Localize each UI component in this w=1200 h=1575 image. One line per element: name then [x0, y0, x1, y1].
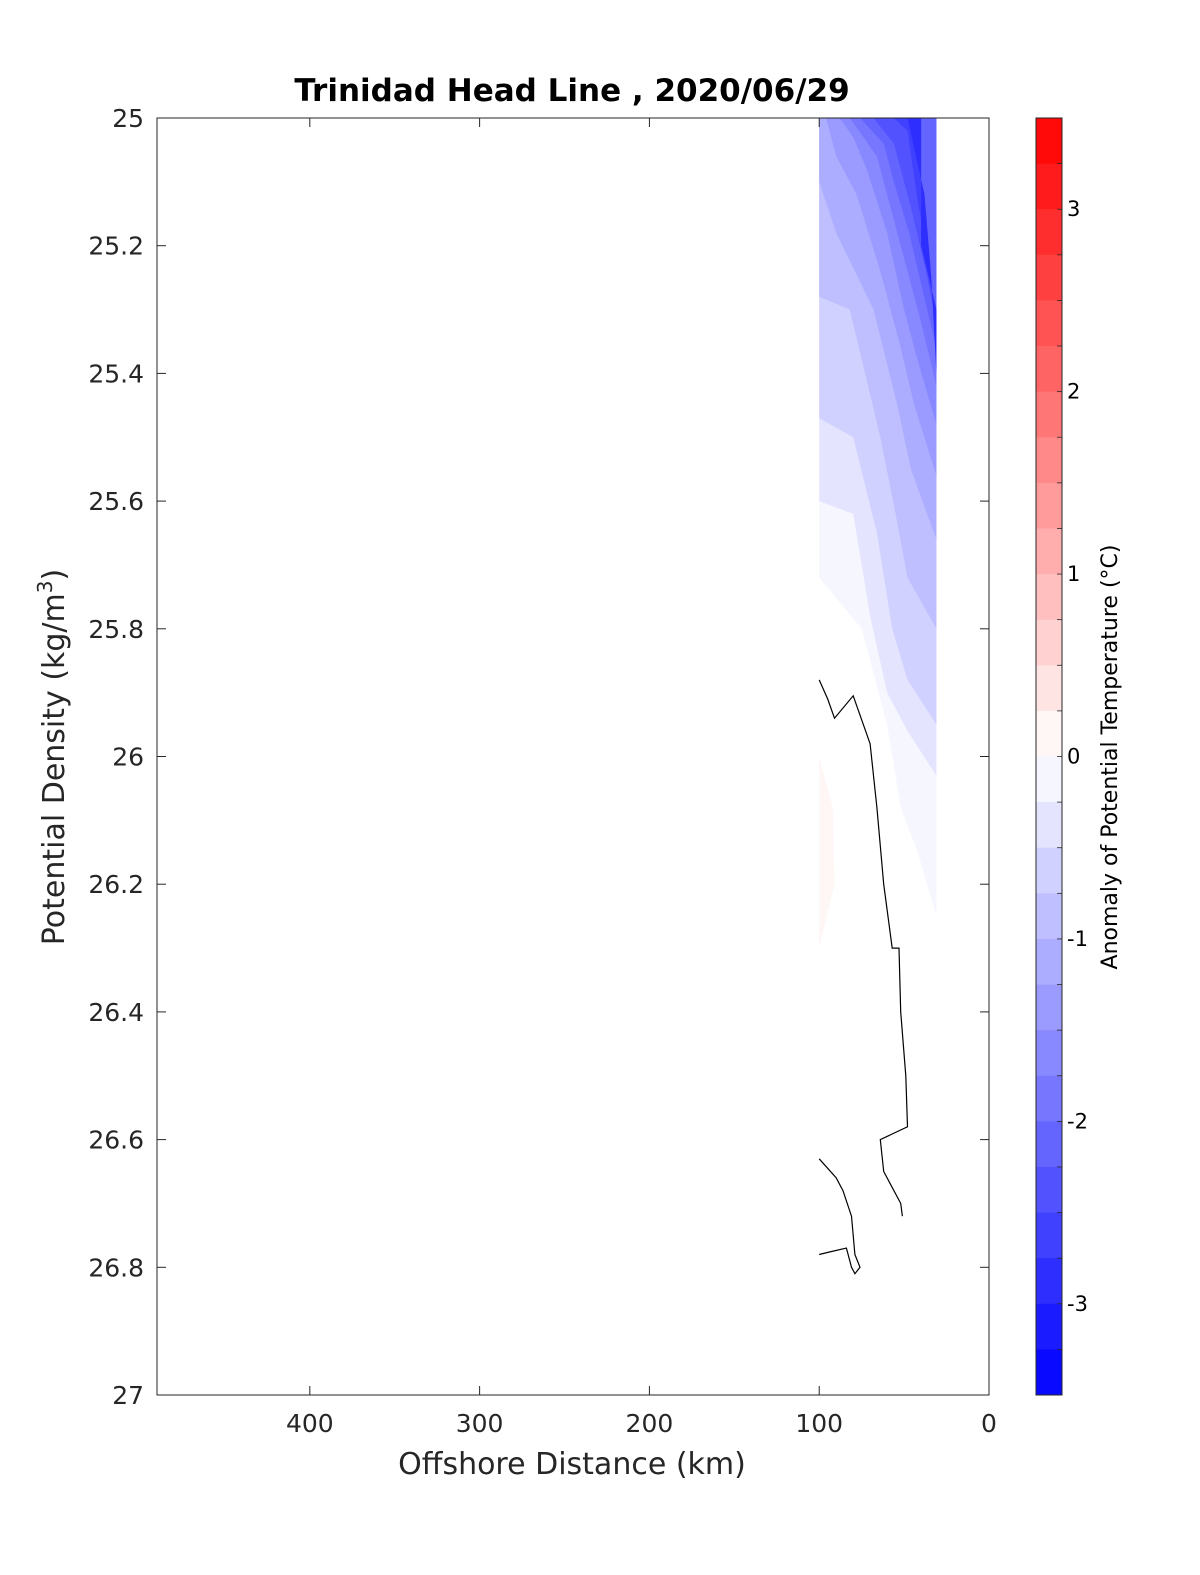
colorbar-label: Anomaly of Potential Temperature (°C) — [1098, 545, 1123, 970]
colorbar-tick-label-1: 2 — [1067, 380, 1080, 404]
y-tick-label-1: 25.2 — [88, 232, 144, 261]
colorbar-cell-6 — [1036, 391, 1062, 438]
colorbar-cell-20 — [1036, 1030, 1062, 1077]
colorbar-cell-5 — [1036, 346, 1062, 393]
colorbar-tick-label-3: 0 — [1067, 745, 1080, 769]
colorbar: 3 2 1 0 -1 -2 -3 Anomaly of Potential Temperat… — [1035, 117, 1123, 1396]
x-tick-label-4: 0 — [981, 1409, 997, 1438]
colorbar-cell-21 — [1036, 1075, 1062, 1122]
colorbar-cell-11 — [1036, 619, 1062, 666]
colorbar-ticks: 3 2 1 0 -1 -2 -3 — [1057, 117, 1088, 1396]
plot-area: 400 300 200 100 0 25 25.2 25.4 25.6 25.8 26 26.2 26.… — [88, 104, 997, 1438]
colorbar-cell-18 — [1036, 938, 1062, 985]
colorbar-cell-9 — [1036, 528, 1062, 575]
y-axis-label: Potential Density (kg/m3) — [33, 569, 72, 945]
contour-lines — [818, 679, 909, 1275]
colorbar-tick-label-2: 1 — [1067, 562, 1080, 586]
colorbar-cells — [1036, 118, 1062, 1396]
colorbar-cell-26 — [1036, 1303, 1062, 1350]
colorbar-cell-8 — [1036, 482, 1062, 529]
y-tick-label-5: 26 — [112, 743, 144, 772]
contour-region-12 — [819, 756, 835, 949]
colorbar-cell-1 — [1036, 163, 1062, 210]
colorbar-cell-17 — [1036, 893, 1062, 940]
y-tick-label-4: 25.8 — [88, 615, 144, 644]
x-axis-label: Offshore Distance (km) — [398, 1447, 746, 1482]
colorbar-cell-13 — [1036, 710, 1062, 757]
y-tick-label-3: 25.6 — [88, 487, 144, 516]
y-tick-label-9: 26.8 — [88, 1253, 144, 1282]
colorbar-tick-label-0: 3 — [1067, 197, 1080, 221]
colorbar-cell-3 — [1036, 254, 1062, 301]
colorbar-cell-24 — [1036, 1212, 1062, 1259]
zero-contour-line-1 — [818, 1158, 861, 1275]
y-tick-label-6: 26.2 — [88, 870, 144, 899]
x-tick-label-0: 400 — [286, 1409, 334, 1438]
colorbar-cell-12 — [1036, 665, 1062, 712]
contour-region-11 — [907, 118, 937, 374]
x-tick-label-1: 300 — [456, 1409, 504, 1438]
zero-contour-line-0 — [818, 679, 909, 1217]
colorbar-cell-25 — [1036, 1258, 1062, 1305]
y-tick-label-2: 25.4 — [88, 359, 144, 388]
colorbar-cell-14 — [1036, 756, 1062, 803]
y-tick-label-10: 27 — [112, 1381, 144, 1410]
y-tick-label-0: 25 — [112, 104, 144, 133]
colorbar-cell-16 — [1036, 847, 1062, 894]
colorbar-cell-7 — [1036, 437, 1062, 484]
y-tick-label-8: 26.6 — [88, 1126, 144, 1155]
colorbar-cell-22 — [1036, 1121, 1062, 1168]
colorbar-cell-27 — [1036, 1349, 1062, 1396]
colorbar-tick-label-4: -1 — [1067, 927, 1088, 951]
x-tick-label-2: 200 — [626, 1409, 674, 1438]
axis-ticks: 400 300 200 100 0 25 25.2 25.4 25.6 25.8 26 26.2 26.… — [88, 104, 997, 1438]
colorbar-cell-23 — [1036, 1166, 1062, 1213]
chart-title: Trinidad Head Line , 2020/06/29 — [294, 73, 849, 109]
contour-region-10 — [893, 118, 937, 336]
colorbar-cell-2 — [1036, 209, 1062, 256]
y-tick-label-7: 26.4 — [88, 998, 144, 1027]
colorbar-tick-label-5: -2 — [1067, 1109, 1088, 1133]
x-tick-label-3: 100 — [795, 1409, 843, 1438]
colorbar-cell-10 — [1036, 574, 1062, 621]
colorbar-cell-19 — [1036, 984, 1062, 1031]
colorbar-cell-4 — [1036, 300, 1062, 347]
contour-fill-regions — [819, 118, 937, 949]
colorbar-cell-0 — [1036, 118, 1062, 165]
colorbar-cell-15 — [1036, 802, 1062, 849]
colorbar-tick-label-6: -3 — [1067, 1292, 1088, 1316]
